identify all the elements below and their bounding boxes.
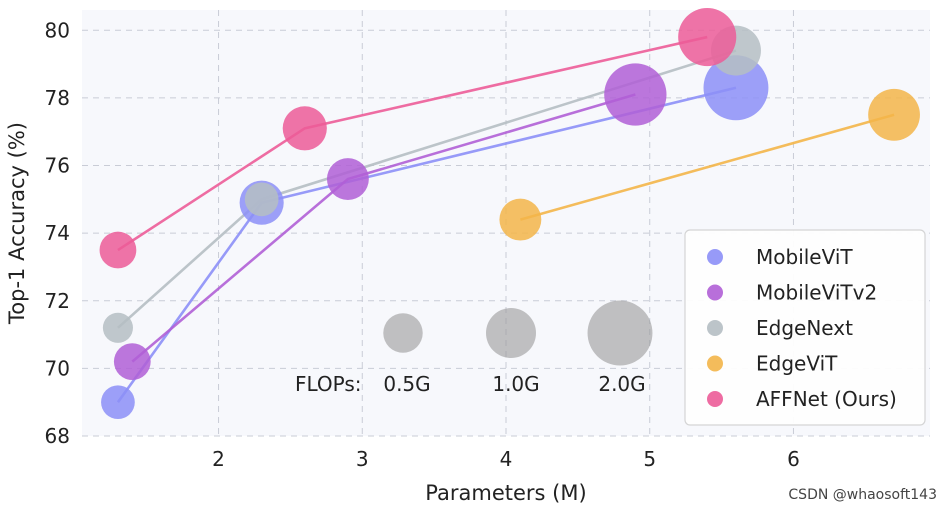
x-tick-label: 3 <box>356 447 369 471</box>
flops-legend-bubble <box>587 300 653 366</box>
x-tick-label: 6 <box>787 447 800 471</box>
watermark: CSDN @whaosoft143 <box>788 487 937 503</box>
y-tick-label: 74 <box>45 221 70 245</box>
y-tick-label: 70 <box>45 356 70 380</box>
legend-label: MobileViTv2 <box>756 281 877 305</box>
flops-legend-label: 0.5G <box>383 372 430 396</box>
flops-legend-bubble <box>486 308 536 358</box>
data-point <box>99 231 137 269</box>
legend-label: AFFNet (Ours) <box>756 387 897 411</box>
data-point <box>604 63 667 126</box>
data-point <box>282 106 327 151</box>
legend-label: MobileViT <box>756 245 853 269</box>
series-line <box>520 113 895 221</box>
legend-label: EdgeNext <box>756 316 853 340</box>
flops-legend-bubble <box>383 313 423 353</box>
x-tick-label: 5 <box>643 447 656 471</box>
legend-marker <box>707 355 723 372</box>
legend-label: EdgeViT <box>756 352 838 376</box>
flops-legend-label: 2.0G <box>598 372 645 396</box>
legend-marker <box>707 391 723 407</box>
legend-marker <box>707 284 723 301</box>
data-point <box>678 8 737 67</box>
data-point <box>703 55 769 121</box>
x-axis-label: Parameters (M) <box>425 481 586 505</box>
x-tick-label: 2 <box>212 447 225 471</box>
y-tick-label: 68 <box>45 424 70 448</box>
y-tick-label: 76 <box>45 154 70 178</box>
y-tick-label: 80 <box>45 18 70 42</box>
flops-legend-label: 1.0G <box>492 372 539 396</box>
flops-legend-title: FLOPs: <box>295 372 362 396</box>
x-tick-label: 4 <box>500 447 513 471</box>
y-tick-label: 78 <box>45 86 70 110</box>
data-point <box>868 88 920 141</box>
y-axis-label: Top-1 Accuracy (%) <box>5 122 29 325</box>
data-point <box>113 343 151 381</box>
y-tick-label: 72 <box>45 289 70 313</box>
data-point <box>326 158 369 200</box>
legend-marker <box>707 249 723 265</box>
data-point <box>101 385 135 420</box>
data-point <box>499 198 542 241</box>
data-point <box>102 312 133 343</box>
legend-marker <box>707 320 723 336</box>
data-point <box>244 182 279 217</box>
legend-box <box>684 229 926 426</box>
